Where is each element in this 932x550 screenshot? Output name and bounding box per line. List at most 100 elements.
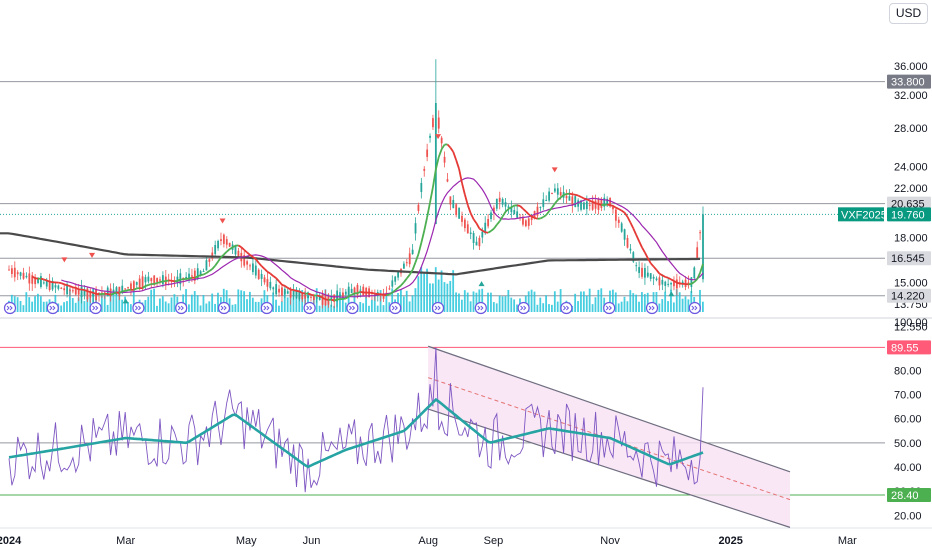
ma-fast-segment <box>345 295 350 300</box>
candle-body <box>48 280 51 290</box>
ma-fast-segment <box>266 270 271 275</box>
volume-bar <box>553 291 556 312</box>
ma-fast-segment <box>278 280 283 286</box>
ma-fast-segment <box>116 291 120 294</box>
volume-bar <box>202 295 205 312</box>
ma-fast-segment <box>658 272 663 277</box>
time-tick-label: 2025 <box>718 535 742 547</box>
ma-fast-segment <box>252 256 257 260</box>
candle-body <box>490 212 492 220</box>
ma-fast-segment <box>696 272 701 280</box>
ma-fast-segment <box>626 216 632 223</box>
volume-bar <box>257 301 260 312</box>
volume-bar <box>217 292 219 312</box>
sell-signal-marker <box>61 257 68 263</box>
volume-bar <box>295 289 298 312</box>
volume-bar <box>347 288 350 312</box>
time-axis: 2024 Mar May Jun Aug Sep Nov 2025 Mar <box>0 535 857 547</box>
volume-bar <box>609 290 611 312</box>
volume-bar <box>63 302 65 312</box>
ma-fast-segment <box>661 274 666 278</box>
event-icons[interactable] <box>3 301 701 315</box>
candle-body <box>304 294 307 299</box>
candle-body <box>362 286 365 296</box>
price-tick-label: 12.550 <box>894 322 928 334</box>
ma-fast-segment <box>229 246 234 250</box>
candle-body <box>588 204 591 206</box>
candle-body <box>124 288 127 290</box>
ma-fast-segment <box>423 217 429 231</box>
candle-body <box>147 276 150 282</box>
time-tick-label: Sep <box>484 535 504 547</box>
volume-bar <box>344 302 347 312</box>
candle-body <box>54 285 57 288</box>
ma-fast-segment <box>331 298 335 302</box>
ma-fast-segment <box>75 287 80 291</box>
candle-body <box>687 282 690 284</box>
ma-fast-segment <box>589 199 594 203</box>
candle-body <box>536 206 539 216</box>
candle-body <box>437 117 440 129</box>
volume-bar <box>638 301 640 312</box>
price-axis: 36.000 32.000 28.000 24.000 22.000 18.000 15.0… <box>894 61 928 522</box>
ma-fast-segment <box>615 206 620 210</box>
volume-bar <box>74 302 77 312</box>
ma-fast-segment <box>43 278 48 282</box>
candle-body <box>673 281 675 287</box>
ma-fast-segment <box>107 293 111 296</box>
volume-bar <box>507 289 510 312</box>
ma-fast-segment <box>693 278 698 283</box>
ma-fast-segment <box>572 193 576 196</box>
price-level-tag-bg <box>887 74 931 89</box>
event-icon <box>303 301 316 315</box>
ma-fast-segment <box>360 290 364 294</box>
candle-body <box>609 197 611 207</box>
ma-fast-segment <box>49 280 53 284</box>
volume-bar <box>385 293 388 312</box>
ma-fast-segment <box>174 279 178 283</box>
time-tick-label: Jun <box>303 535 321 547</box>
volume-bar <box>429 283 431 312</box>
candle-body <box>617 219 620 223</box>
signal-markers <box>61 134 675 304</box>
candle-body <box>45 280 48 287</box>
volume-bar <box>89 297 92 312</box>
grid-lines <box>0 81 932 529</box>
ma-fast-segment <box>577 194 582 198</box>
volume-bar <box>542 303 545 312</box>
volume-bar <box>414 288 417 312</box>
candle-body <box>211 252 214 259</box>
volume-bar <box>458 293 460 312</box>
candle-body <box>644 268 646 278</box>
event-icon <box>603 301 616 315</box>
volume-bar <box>629 290 632 312</box>
volume-bar <box>190 294 193 312</box>
volume-bar <box>188 304 190 312</box>
ma-fast-segment <box>58 281 62 285</box>
volume-bar <box>283 290 286 312</box>
candle-body <box>234 245 237 255</box>
currency-button[interactable]: USD <box>889 3 928 24</box>
price-level-tag-bg <box>887 288 931 303</box>
indicator-lines <box>0 143 704 493</box>
ma-fast-segment <box>223 251 228 256</box>
candle-body <box>495 198 498 209</box>
price-tick-label: 28.000 <box>894 123 928 135</box>
event-icon-chevron <box>563 305 570 311</box>
volume-bar <box>45 301 48 312</box>
volume-bar <box>83 301 86 312</box>
ma-fast-segment <box>426 202 431 218</box>
candle-body <box>655 278 658 281</box>
event-icon-chevron <box>135 305 142 311</box>
volume-bar <box>333 305 336 312</box>
ma-fast-segment <box>598 203 602 206</box>
volume-bar <box>533 291 536 312</box>
volume-bar <box>678 292 681 312</box>
ma-fast-segment <box>493 224 498 230</box>
ma-fast-segment <box>287 287 292 291</box>
ma-fast-segment <box>275 277 280 282</box>
volume-bar <box>681 298 684 312</box>
volume-bar <box>330 304 333 312</box>
ma-fast-segment <box>46 279 51 283</box>
volume-bar <box>530 289 533 312</box>
